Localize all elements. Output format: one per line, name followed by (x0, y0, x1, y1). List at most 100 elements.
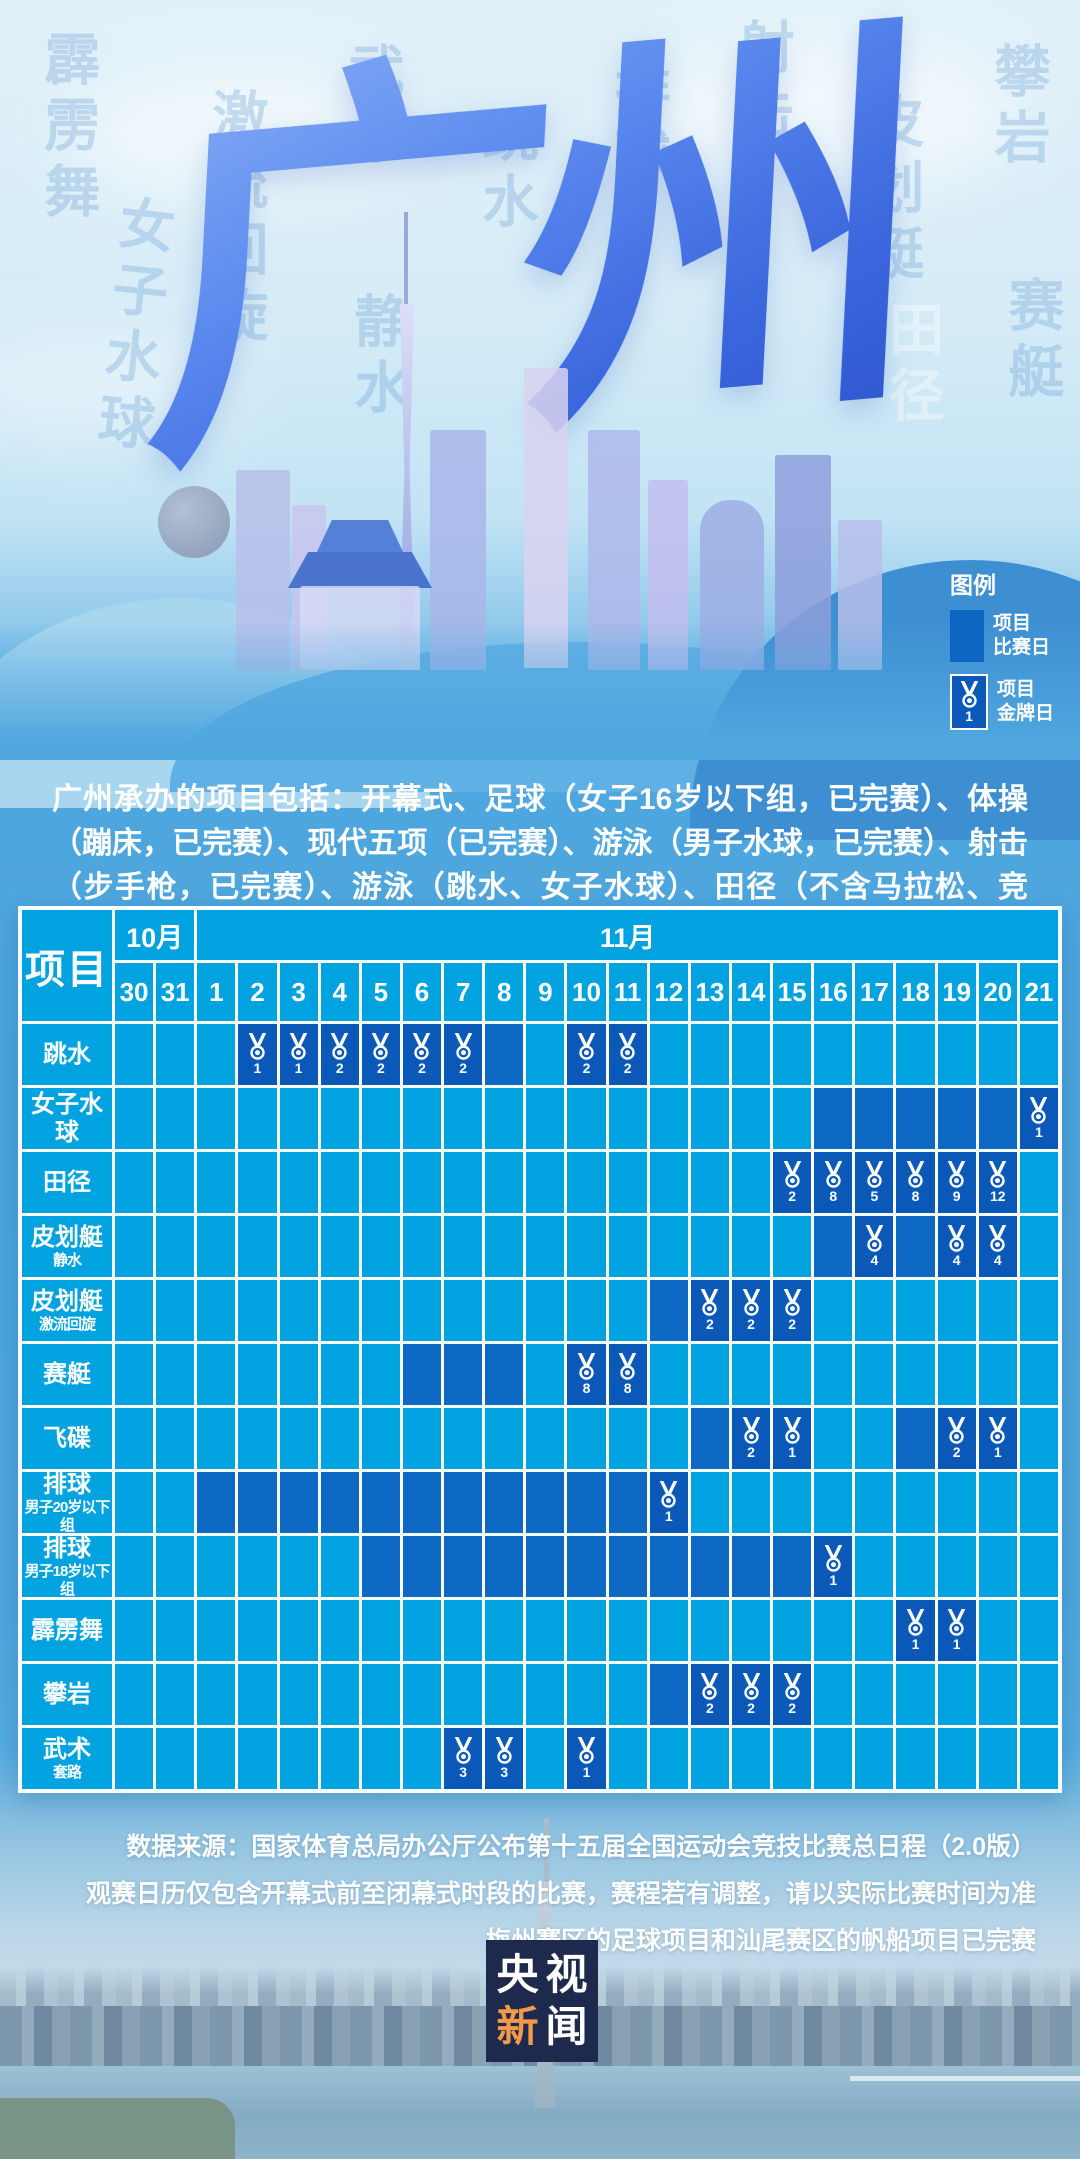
schedule-cell (156, 1344, 195, 1405)
legend-match-swatch (950, 610, 984, 662)
schedule-cell (608, 1152, 647, 1213)
schedule-cell (238, 1088, 277, 1149)
schedule-cell (115, 1216, 154, 1277)
date-header: 2 (238, 963, 277, 1021)
schedule-cell (978, 1024, 1017, 1085)
schedule-cell (896, 1536, 935, 1597)
schedule-cell (444, 1664, 483, 1725)
month-header: 11月 (197, 910, 1058, 960)
gold-medal-icon (824, 1161, 842, 1188)
schedule-cell (649, 1408, 688, 1469)
gold-medal-icon (865, 1225, 883, 1252)
schedule-cell (361, 1152, 400, 1213)
schedule-cell-match-day (608, 1536, 647, 1597)
schedule-cell-gold-day: 3 (444, 1728, 483, 1789)
schedule-cell (197, 1600, 236, 1661)
schedule-cell-match-day (485, 1024, 524, 1085)
gold-medal-icon (701, 1673, 719, 1700)
legend: 图例 项目 比赛日 1 项目 金牌日 (950, 566, 1054, 742)
schedule-cell-match-day (896, 1088, 935, 1149)
schedule-cell-match-day (526, 1536, 565, 1597)
schedule-cell (690, 1216, 729, 1277)
schedule-cell-gold-day: 2 (320, 1024, 359, 1085)
schedule-cell (814, 1600, 853, 1661)
schedule-cell (896, 1664, 935, 1725)
schedule-cell (238, 1664, 277, 1725)
schedule-cell (690, 1344, 729, 1405)
gold-medal-icon (960, 680, 978, 708)
legend-match-label: 项目 比赛日 (993, 613, 1051, 658)
date-header: 17 (855, 963, 894, 1021)
schedule-cell (855, 1280, 894, 1341)
schedule-cell (485, 1216, 524, 1277)
gold-medal-icon (948, 1609, 966, 1636)
schedule-cell (608, 1408, 647, 1469)
schedule-cell-gold-day: 4 (937, 1216, 976, 1277)
watermark-text: 皮划艇 (852, 92, 933, 290)
date-header: 11 (608, 963, 647, 1021)
gold-medal-icon (906, 1609, 925, 1636)
schedule-cell (526, 1664, 565, 1725)
schedule-cell (978, 1664, 1017, 1725)
schedule-cell (238, 1408, 277, 1469)
schedule-cell (361, 1344, 400, 1405)
schedule-cell (197, 1280, 236, 1341)
schedule-cell-gold-day: 1 (567, 1728, 606, 1789)
schedule-cell (279, 1216, 318, 1277)
schedule-cell (731, 1600, 771, 1661)
schedule-cell (978, 1600, 1017, 1661)
gold-medal-icon (742, 1417, 760, 1444)
schedule-cell (238, 1280, 277, 1341)
schedule-cell (402, 1664, 442, 1725)
legend-gold-label: 项目 金牌日 (997, 679, 1055, 724)
schedule-cell (690, 1728, 729, 1789)
schedule-cell (320, 1088, 359, 1149)
schedule-cell (115, 1344, 154, 1405)
row-label: 田径 (22, 1152, 112, 1213)
schedule-cell (1019, 1024, 1058, 1085)
schedule-cell (855, 1408, 894, 1469)
schedule-cell-gold-day: 1 (1019, 1088, 1058, 1149)
schedule-cell (731, 1472, 771, 1533)
schedule-cell-match-day (485, 1344, 524, 1405)
schedule-cell-match-day (402, 1472, 442, 1533)
date-header: 19 (937, 963, 976, 1021)
row-label: 女子水球 (22, 1088, 112, 1149)
schedule-cell (320, 1216, 359, 1277)
schedule-cell (279, 1408, 318, 1469)
schedule-cell (526, 1280, 565, 1341)
memorial-hall-roof-illustration (288, 552, 432, 588)
schedule-cell (115, 1280, 154, 1341)
schedule-cell (402, 1600, 442, 1661)
schedule-cell (156, 1728, 195, 1789)
bridge-silhouette (850, 2076, 1080, 2081)
schedule-cell-match-day (567, 1536, 606, 1597)
gold-medal-icon (413, 1033, 431, 1060)
gold-medal-icon (454, 1737, 472, 1764)
schedule-cell (115, 1600, 154, 1661)
schedule-cell-match-day (855, 1088, 894, 1149)
schedule-cell (115, 1728, 154, 1789)
schedule-cell (279, 1088, 318, 1149)
canton-tower-photo (544, 1818, 549, 1884)
schedule-cell-gold-day: 2 (731, 1664, 771, 1725)
schedule-cell-gold-day: 1 (279, 1024, 318, 1085)
gold-medal-icon (577, 1353, 596, 1380)
footnote-line: 数据来源：国家体育总局办公厅公布第十五届全国运动会竞技比赛总日程（2.0版） (126, 1833, 1036, 1861)
watermark-text: 跳水 (466, 106, 547, 238)
schedule-cell (238, 1536, 277, 1597)
schedule-cell-match-day (649, 1280, 688, 1341)
schedule-cell-match-day (814, 1216, 853, 1277)
schedule-cell (115, 1472, 154, 1533)
schedule-cell (567, 1280, 606, 1341)
date-header: 16 (814, 963, 853, 1021)
cloud-shape (70, 70, 410, 200)
schedule-cell (156, 1600, 195, 1661)
gold-medal-icon (619, 1033, 637, 1060)
date-header: 14 (731, 963, 771, 1021)
schedule-cell (773, 1088, 812, 1149)
gold-medal-icon (948, 1161, 966, 1188)
schedule-cell (773, 1024, 812, 1085)
schedule-cell (526, 1216, 565, 1277)
